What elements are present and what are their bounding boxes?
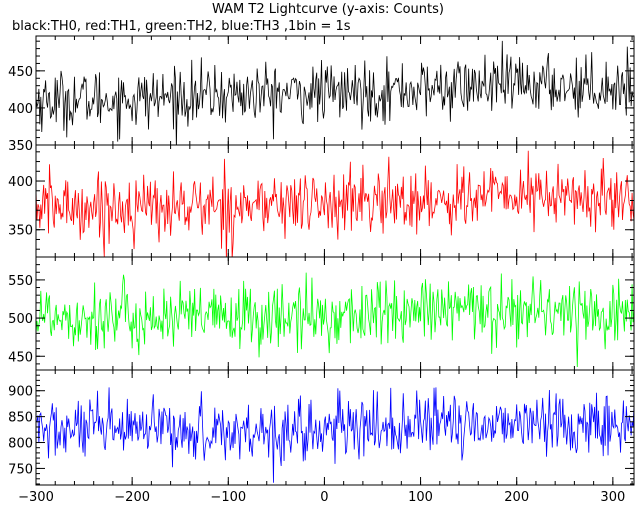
y-tick-label: 850 [8, 411, 33, 426]
chart-subtitle: black:TH0, red:TH1, green:TH2, blue:TH3 … [12, 19, 351, 34]
x-tick-label: 200 [504, 490, 529, 505]
y-tick-label: 800 [8, 437, 33, 452]
panel-th3: 750 800 850 900 [8, 369, 635, 486]
y-tick-label: 900 [8, 385, 33, 400]
x-axis: −300 −200 −100 0 100 200 300 [18, 490, 625, 505]
y-tick-label: 350 [8, 139, 33, 154]
panel-th1: 350 400 [8, 144, 635, 258]
x-tick-label: −100 [210, 490, 246, 505]
x-tick-label: 300 [600, 490, 625, 505]
y-tick-label: 350 [8, 224, 33, 239]
y-tick-label: 550 [8, 274, 33, 289]
y-tick-label: 400 [8, 175, 33, 190]
x-tick-label: −300 [18, 490, 54, 505]
panels-group: 350 400 450 350 400 450 500 550 750 800 850 900 [8, 35, 635, 486]
y-tick-label: 450 [8, 350, 33, 365]
y-tick-label: 450 [8, 65, 33, 80]
series-line-th3 [36, 387, 634, 483]
chart-title: WAM T2 Lightcurve (y-axis: Counts) [212, 2, 444, 17]
panel-th2: 450 500 550 [8, 256, 635, 371]
x-tick-label: −200 [114, 490, 150, 505]
panel-frame [35, 369, 635, 486]
series-line-th1 [36, 150, 634, 257]
series-line-th0 [36, 40, 634, 145]
x-tick-label: 100 [408, 490, 433, 505]
series-line-th2 [36, 272, 634, 367]
y-tick-label: 750 [8, 462, 33, 477]
y-tick-label: 400 [8, 102, 33, 117]
y-tick-label: 500 [8, 312, 33, 327]
x-tick-label: 0 [320, 490, 328, 505]
panel-th0: 350 400 450 [8, 35, 635, 154]
